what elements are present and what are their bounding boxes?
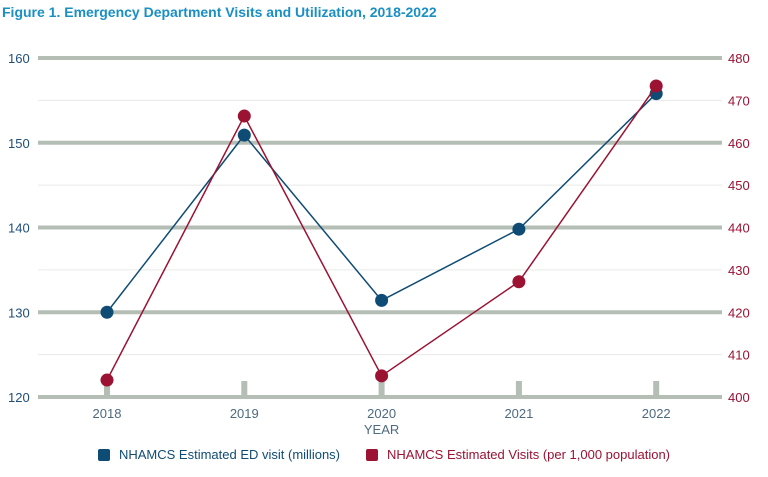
- data-point-1: [649, 79, 663, 93]
- y-right-tick-label: 460: [728, 136, 750, 151]
- x-tick-label: 2021: [504, 406, 533, 421]
- x-axis-label: YEAR: [364, 422, 399, 437]
- x-tick-label: 2018: [93, 406, 122, 421]
- x-tick-mark: [515, 381, 522, 397]
- y-left-tick-label: 160: [8, 51, 30, 66]
- data-point-1: [512, 275, 526, 289]
- data-point-1: [100, 373, 114, 387]
- x-tick-mark: [241, 381, 248, 397]
- legend-item-ed-visits: NHAMCS Estimated ED visit (millions): [97, 447, 341, 462]
- x-tick-label: 2020: [367, 406, 396, 421]
- y-right-tick-label: 480: [728, 51, 750, 66]
- legend-swatch-red: [366, 448, 379, 461]
- legend-item-visits-per-1000: NHAMCS Estimated Visits (per 1,000 popul…: [366, 447, 670, 462]
- data-point-0: [375, 293, 389, 307]
- data-point-1: [237, 109, 251, 123]
- series-line-1: [106, 85, 657, 381]
- data-point-0: [100, 305, 114, 319]
- x-tick-mark: [653, 381, 660, 397]
- legend-label: NHAMCS Estimated Visits (per 1,000 popul…: [387, 447, 671, 462]
- y-right-tick-label: 450: [728, 178, 750, 193]
- x-tick-label: 2022: [642, 406, 671, 421]
- data-point-0: [237, 128, 251, 142]
- legend: NHAMCS Estimated ED visit (millions) NHA…: [0, 447, 768, 462]
- data-point-1: [375, 369, 389, 383]
- y-left-tick-label: 120: [8, 390, 30, 405]
- x-tick-mark: [104, 381, 110, 397]
- y-left-tick-label: 130: [8, 305, 30, 320]
- data-point-0: [512, 222, 526, 236]
- y-right-tick-label: 440: [728, 221, 750, 236]
- y-right-tick-label: 470: [728, 93, 750, 108]
- chart-title: Figure 1. Emergency Department Visits an…: [2, 4, 437, 20]
- x-tick-mark: [378, 381, 385, 397]
- x-tick-label: 2019: [230, 406, 259, 421]
- legend-swatch-blue: [97, 448, 110, 461]
- y-right-tick-label: 430: [728, 263, 750, 278]
- y-right-tick-label: 410: [728, 348, 750, 363]
- y-right-tick-label: 400: [728, 390, 750, 405]
- legend-label: NHAMCS Estimated ED visit (millions): [118, 447, 341, 462]
- y-left-tick-label: 140: [8, 221, 30, 236]
- y-right-tick-label: 420: [728, 305, 750, 320]
- y-left-tick-label: 150: [8, 136, 30, 151]
